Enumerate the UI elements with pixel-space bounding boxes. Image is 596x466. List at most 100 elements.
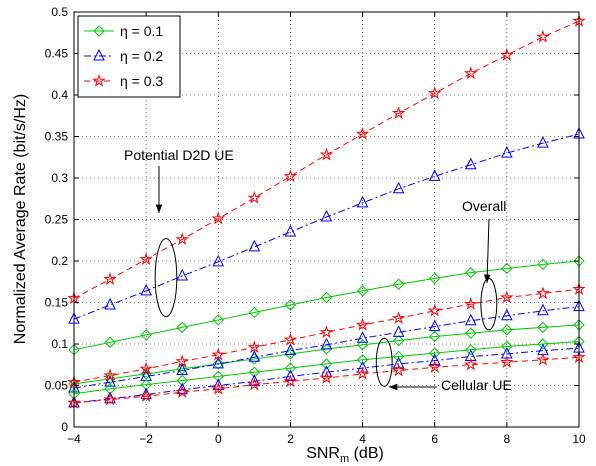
data-point (427, 360, 442, 374)
data-point (284, 369, 297, 381)
data-point (356, 331, 369, 343)
data-point (391, 363, 406, 377)
data-point (284, 224, 297, 237)
data-point (320, 209, 333, 222)
data-point (103, 392, 117, 406)
annotation-arrow-line (486, 218, 490, 284)
data-point (391, 106, 406, 120)
data-point (356, 285, 369, 297)
data-point (248, 366, 261, 378)
data-point (93, 25, 105, 37)
data-point (140, 283, 152, 296)
y-tick-label: 0.5 (51, 5, 68, 19)
series-1 (68, 126, 585, 324)
data-point (247, 190, 262, 204)
data-point (212, 356, 225, 369)
data-point (104, 336, 116, 349)
annotation-label: Potential D2D UE (124, 147, 234, 163)
y-tick-label: 0 (61, 420, 68, 434)
data-point (355, 126, 370, 140)
data-point (175, 354, 189, 368)
legend-label: η = 0.2 (120, 48, 163, 64)
data-point (319, 370, 334, 384)
data-point (284, 362, 297, 374)
data-point (139, 252, 153, 266)
x-tick-label: 10 (572, 432, 586, 446)
y-tick-label: 0.2 (51, 254, 68, 268)
data-point (464, 313, 477, 326)
data-point (176, 268, 189, 281)
series-2 (67, 14, 586, 305)
x-tick-label: 2 (287, 432, 294, 446)
data-point (392, 350, 405, 363)
annotation-ellipse (375, 337, 393, 387)
data-point (175, 232, 189, 246)
data-point (248, 306, 261, 319)
data-point (320, 337, 333, 350)
data-point (501, 324, 513, 336)
data-point (500, 48, 514, 61)
data-point (175, 385, 189, 398)
data-point (212, 314, 224, 326)
data-point (104, 375, 116, 387)
data-point (536, 29, 550, 43)
data-point (428, 353, 441, 366)
series-line (73, 341, 580, 395)
y-tick-label: 0.3 (51, 171, 68, 185)
x-tick-label: 8 (504, 432, 511, 446)
data-point (356, 339, 369, 351)
series-line (73, 356, 580, 404)
data-point (500, 355, 514, 369)
x-axis-label-sub: m (340, 453, 349, 465)
data-point (537, 258, 549, 271)
data-point (537, 136, 549, 148)
data-point (428, 319, 441, 332)
y-tick-label: 0.4 (51, 88, 68, 102)
data-point (93, 48, 105, 61)
data-point (355, 317, 370, 331)
data-point (464, 66, 478, 80)
data-point (139, 361, 153, 375)
data-point (176, 363, 188, 375)
y-tick-label: 0.45 (45, 47, 69, 61)
data-point (465, 327, 477, 339)
data-point (140, 329, 152, 341)
data-point (501, 340, 513, 353)
data-point (464, 297, 478, 310)
series-line (73, 347, 580, 404)
data-point (247, 377, 262, 391)
data-point (211, 347, 226, 361)
series-line (73, 20, 580, 299)
data-point (103, 272, 117, 286)
x-tick-label: −4 (67, 432, 81, 446)
data-point (320, 291, 333, 304)
data-point (320, 343, 333, 355)
data-point (248, 239, 261, 252)
data-point (212, 254, 225, 267)
x-tick-label: 4 (359, 432, 366, 446)
ticks: −4 −2 0 2 4 6 8 10 0 0.05 0.1 0.15 0.2 0.25 0.3 0.35 0.4… (45, 5, 586, 446)
data-point (103, 368, 117, 382)
data-point (211, 211, 226, 225)
series-line (73, 260, 580, 351)
y-tick-label: 0.35 (45, 130, 69, 144)
annotation-label: Overall (462, 198, 506, 214)
data-point (537, 321, 549, 334)
data-point (427, 86, 442, 100)
data-point (212, 358, 224, 370)
data-point (283, 332, 298, 346)
data-point (356, 195, 369, 208)
data-point (536, 352, 550, 366)
data-point (536, 286, 550, 300)
data-point (212, 378, 225, 390)
x-tick-label: −2 (139, 432, 153, 446)
data-point (392, 334, 405, 347)
x-tick-label: 6 (431, 432, 438, 446)
series-line (73, 133, 580, 320)
data-point (248, 350, 261, 362)
data-point (248, 374, 261, 386)
data-point (464, 157, 477, 170)
data-point (392, 278, 405, 290)
data-point (211, 381, 226, 395)
data-point (139, 389, 153, 403)
